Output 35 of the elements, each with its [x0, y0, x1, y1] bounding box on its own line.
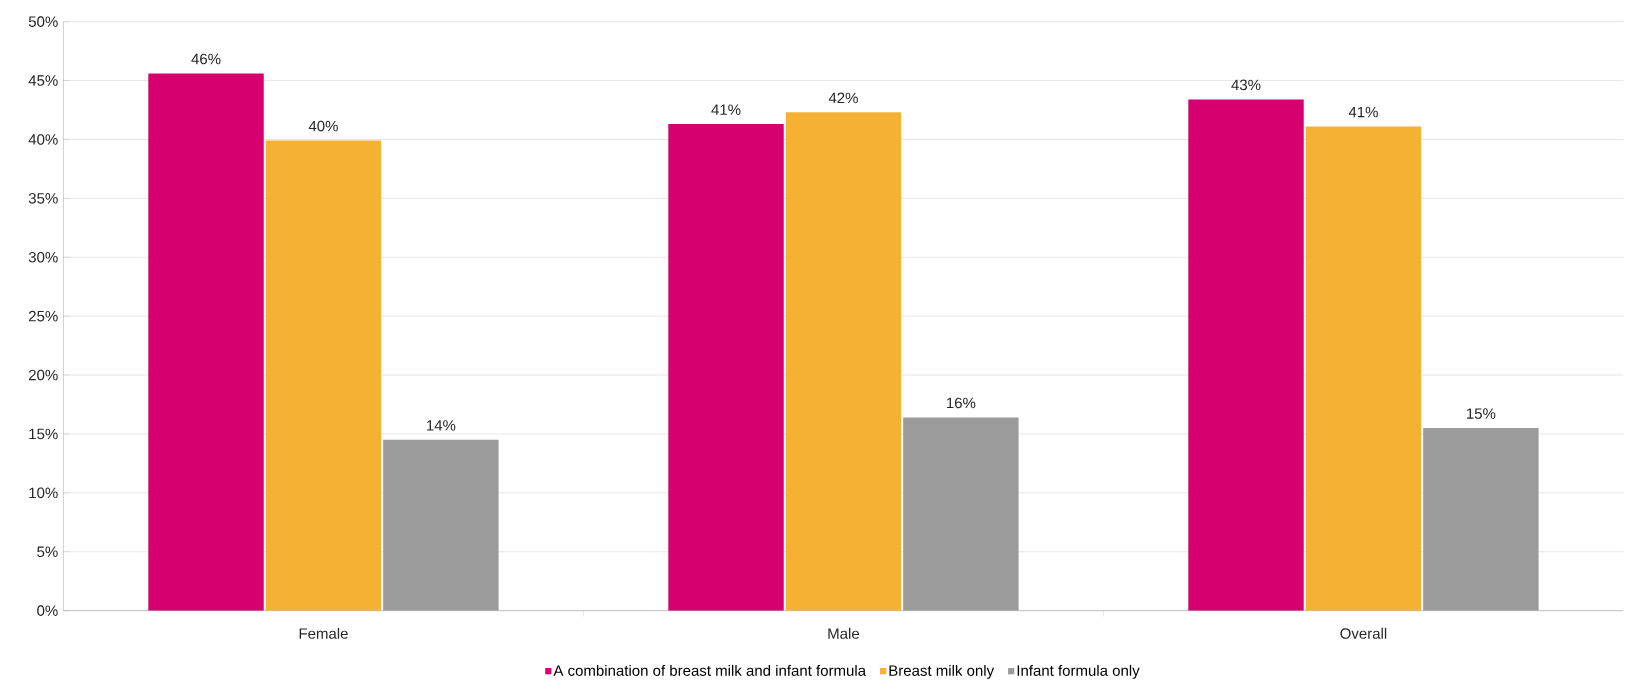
- data-label: 14%: [427, 420, 456, 431]
- bar: [1423, 428, 1539, 611]
- bar: [785, 112, 902, 611]
- data-label: 16%: [947, 397, 976, 409]
- legend-label: Infant formula only: [1017, 664, 1140, 679]
- x-tick-label: Female: [299, 627, 348, 639]
- legend-label: A combination of breast milk and infant formula: [553, 664, 867, 676]
- data-label: 40%: [308, 120, 338, 132]
- data-label: 41%: [711, 104, 741, 115]
- y-tick-label: 15%: [29, 428, 58, 440]
- bar: [148, 73, 264, 611]
- bar: [265, 140, 382, 611]
- bar: [668, 124, 784, 611]
- y-tick-label: 0%: [37, 605, 58, 616]
- data-label: 15%: [1467, 408, 1496, 419]
- data-label: 43%: [1231, 79, 1261, 91]
- y-tick-label: 30%: [28, 251, 58, 263]
- data-label: 46%: [191, 53, 221, 65]
- bar: [1188, 99, 1304, 611]
- y-tick-label: 20%: [28, 369, 58, 381]
- y-tick-label: 35%: [28, 193, 58, 204]
- bar: [383, 439, 499, 611]
- bar: [1305, 126, 1422, 611]
- bar: [903, 417, 1019, 611]
- data-label: 42%: [828, 92, 858, 104]
- y-tick-label: 40%: [28, 134, 58, 145]
- data-label: 41%: [1348, 106, 1378, 118]
- legend-label: Breast milk only: [889, 664, 995, 679]
- y-tick-label: 45%: [28, 75, 58, 86]
- y-tick-label: 50%: [28, 16, 58, 27]
- y-tick-label: 5%: [37, 546, 58, 558]
- y-tick-label: 25%: [28, 310, 58, 322]
- x-tick-label: Overall: [1340, 627, 1387, 639]
- y-tick-label: 10%: [29, 487, 58, 499]
- x-tick-label: Male: [828, 627, 860, 639]
